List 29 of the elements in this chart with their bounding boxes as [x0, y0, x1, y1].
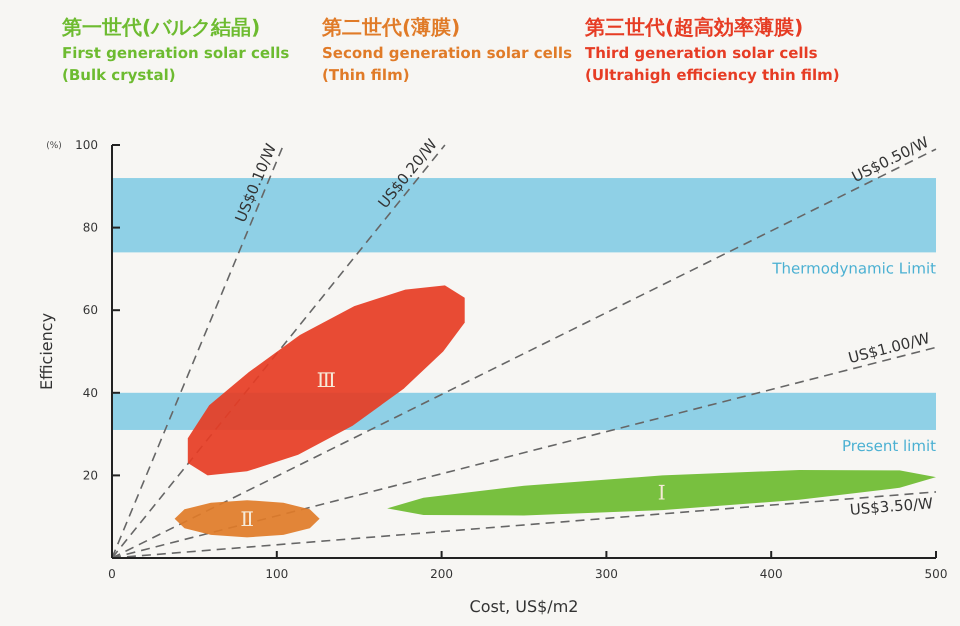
- text: (%): [46, 141, 62, 151]
- band-label: Thermodynamic Limit: [771, 259, 936, 278]
- annotation: Third generation solar cells: [585, 44, 818, 62]
- annotation: First generation solar cells: [62, 44, 290, 62]
- x-tick-label: 100: [265, 567, 288, 581]
- y-tick-label: 20: [82, 468, 98, 482]
- x-tick-label: 500: [924, 567, 948, 581]
- band-label: Present limit: [842, 436, 936, 455]
- y-tick-label: 80: [82, 220, 98, 235]
- x-axis-title: Cost, US$/m2: [470, 597, 578, 616]
- y-tick-label: 60: [82, 303, 98, 318]
- series-label: Ⅲ: [316, 368, 336, 392]
- y-tick-label: 40: [82, 386, 98, 400]
- y-axis-title: Efficiency: [37, 312, 56, 390]
- series-label: US$3.50/W: [849, 494, 934, 519]
- series-label: Ⅱ: [240, 506, 254, 531]
- x-tick-label: 0: [108, 567, 116, 581]
- annotation: (Bulk crystal): [62, 66, 176, 84]
- x-tick-label: 400: [760, 567, 783, 581]
- x-tick-label: 300: [594, 567, 618, 581]
- annotation: 第一世代(バルク結晶): [62, 15, 260, 39]
- annotation: Second generation solar cells: [322, 44, 572, 62]
- series-label: Ⅰ: [658, 480, 666, 505]
- annotation: 第三世代(超高効率薄膜): [585, 15, 804, 39]
- annotation: 第二世代(薄膜): [322, 15, 460, 39]
- annotation: (Ultrahigh efficiency thin film): [585, 66, 840, 84]
- x-tick-label: 200: [430, 567, 454, 581]
- y-tick-label: 100: [75, 138, 98, 152]
- annotation: (Thin film): [322, 66, 410, 84]
